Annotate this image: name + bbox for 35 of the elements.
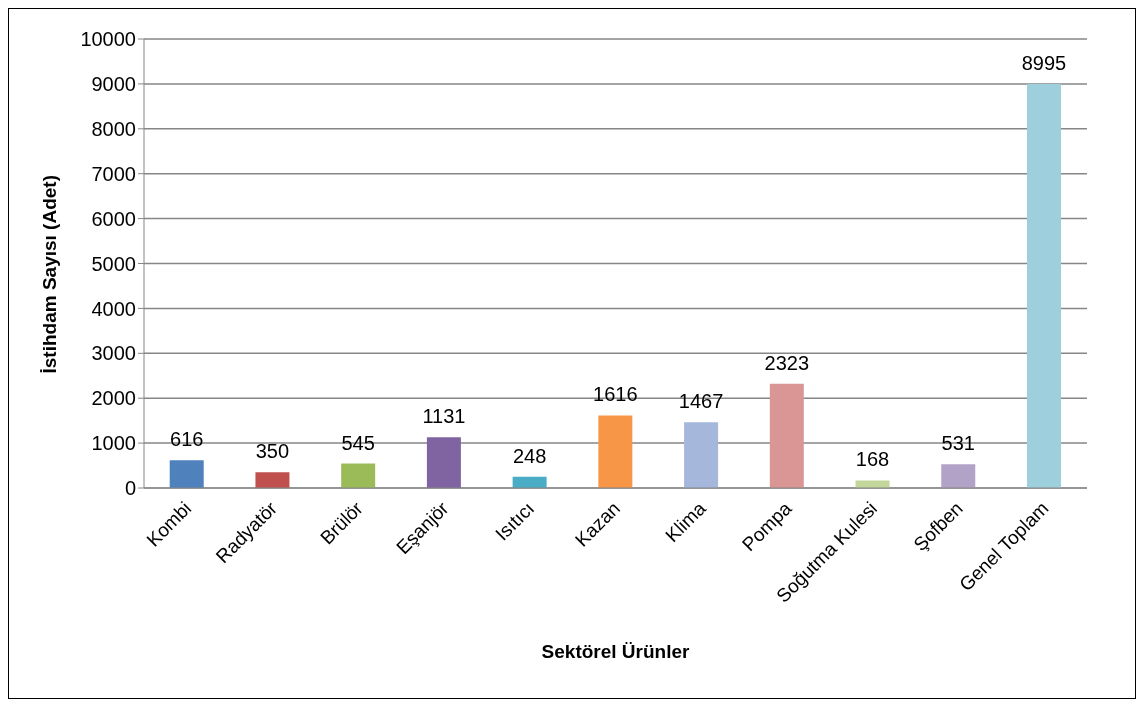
data-label: 350 <box>255 440 290 463</box>
bar <box>855 480 890 488</box>
y-tick-label: 5000 <box>91 252 136 275</box>
bar <box>512 476 547 488</box>
data-label: 1131 <box>422 405 466 428</box>
bar <box>941 464 976 488</box>
y-tick-label: 0 <box>124 477 136 500</box>
data-label: 545 <box>341 431 375 454</box>
data-label: 168 <box>855 448 890 471</box>
bar <box>769 383 804 488</box>
data-label: 248 <box>512 444 547 467</box>
data-label: 616 <box>170 428 204 451</box>
bar <box>426 437 461 488</box>
y-tick-label: 10000 <box>80 28 136 51</box>
bar <box>1026 84 1061 488</box>
data-label: 1467 <box>678 390 724 413</box>
y-tick-label: 4000 <box>91 297 136 320</box>
bar <box>255 472 290 488</box>
y-tick-label: 9000 <box>91 73 136 95</box>
y-tick-label: 2000 <box>91 387 136 410</box>
bar <box>684 422 719 488</box>
bar <box>341 463 376 488</box>
x-axis-title: Sektörel Ürünler <box>541 641 691 662</box>
y-tick-label: 3000 <box>91 342 136 365</box>
y-tick-label: 7000 <box>91 162 136 185</box>
data-label: 531 <box>941 432 975 455</box>
bar <box>598 415 633 488</box>
y-tick-label: 8000 <box>91 117 136 140</box>
bar <box>169 460 204 488</box>
y-tick-label: 6000 <box>91 207 136 230</box>
data-label: 8995 <box>1021 52 1067 75</box>
y-tick-label: 1000 <box>91 432 136 455</box>
data-label: 1616 <box>593 383 638 406</box>
y-axis-title: İstihdam Sayısı (Adet) <box>38 175 60 374</box>
data-label: 2323 <box>764 351 810 374</box>
